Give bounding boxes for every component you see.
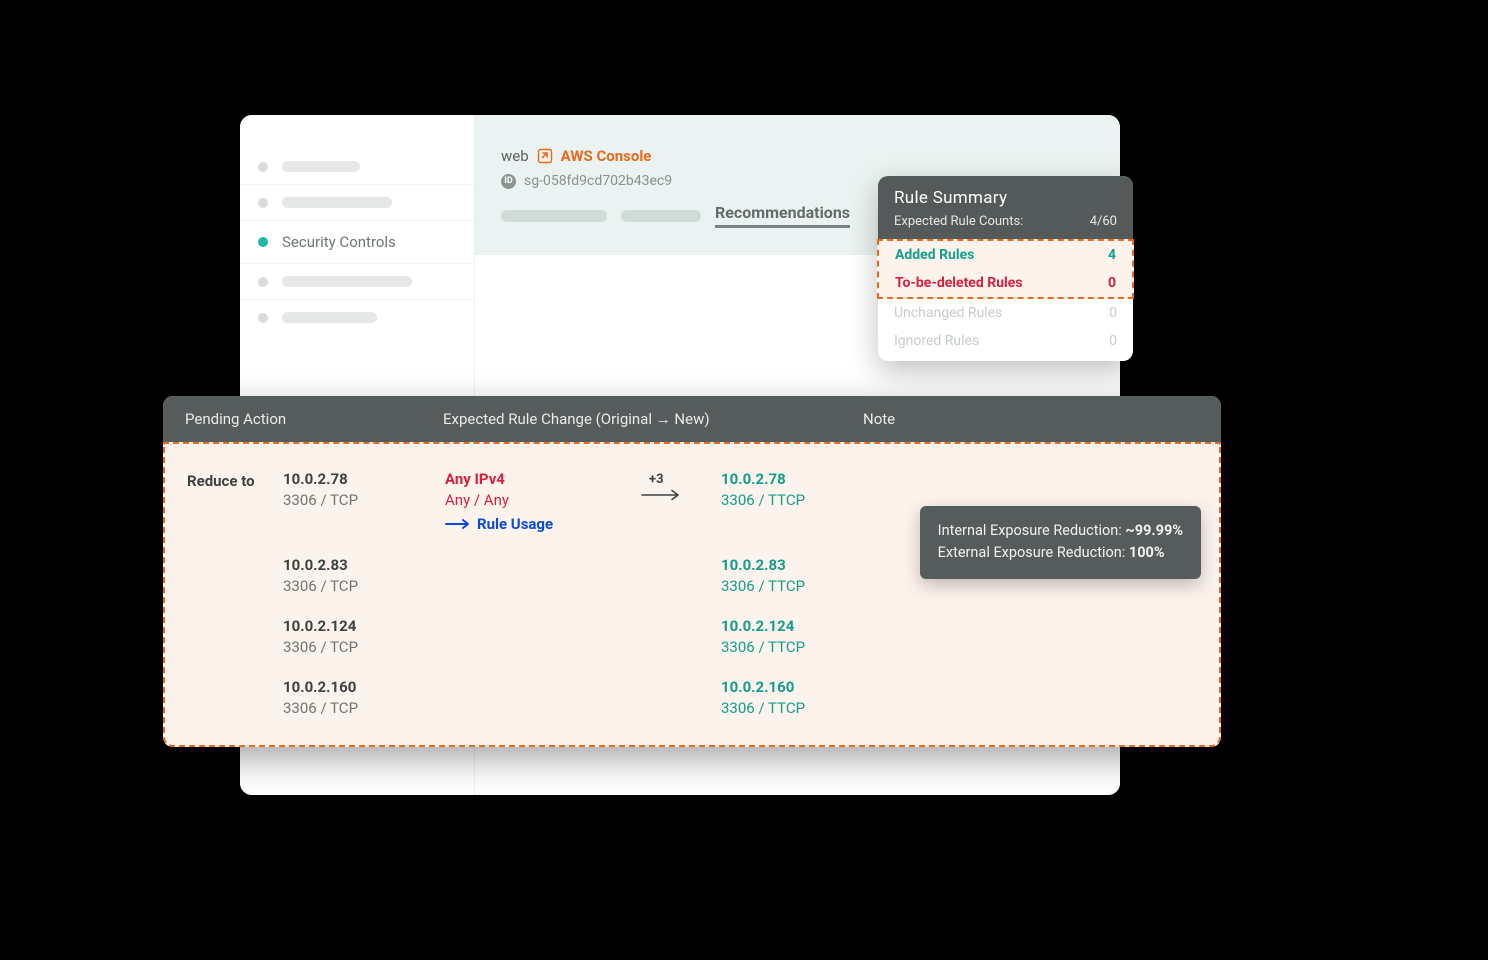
orig-proto: 3306 / TCP [283,577,445,595]
any-proto-label: Any / Any [445,491,641,509]
pending-action-panel: Pending Action Expected Rule Change (Ori… [163,396,1221,747]
placeholder-bar [282,276,412,287]
new-proto: 3306 / TTCP [721,577,881,595]
note-external-value: 100% [1129,544,1165,561]
unchanged-rules-row: Unchanged Rules 0 [878,299,1133,327]
sidebar-item[interactable] [240,149,474,185]
rule-row: 10.0.2.124 3306 / TCP 10.0.2.124 3306 / … [187,617,1197,656]
tab-placeholder[interactable] [501,210,607,222]
new-proto: 3306 / TTCP [721,638,881,656]
any-ipv4-label: Any IPv4 [445,470,641,488]
tab-placeholder[interactable] [621,210,701,222]
rule-summary-title: Rule Summary [894,188,1117,208]
plus-count-badge: +3 [649,472,721,487]
note-internal-value: ~99.99% [1125,522,1183,539]
sidebar-item-label: Security Controls [282,233,396,251]
dot-icon [258,313,268,323]
new-ip: 10.0.2.160 [721,678,881,696]
orig-proto: 3306 / TCP [283,491,445,509]
tab-recommendations[interactable]: Recommendations [715,203,850,228]
aws-console-link[interactable]: AWS Console [561,147,652,165]
note-external-label: External Exposure Reduction: [938,544,1129,561]
sidebar-item-security-controls[interactable]: Security Controls [240,221,474,264]
col-header-action: Pending Action [185,410,443,428]
dot-icon [258,237,268,247]
rule-summary-header: Rule Summary Expected Rule Counts: 4/60 [878,176,1133,239]
sidebar-item[interactable] [240,300,474,335]
dot-icon [258,162,268,172]
action-label: Reduce to [187,470,283,534]
col-header-change: Expected Rule Change (Original → New) [443,410,863,428]
expected-counts-value: 4/60 [1090,214,1117,229]
placeholder-bar [282,197,392,208]
highlighted-rules-box: Added Rules 4 To-be-deleted Rules 0 [877,239,1134,299]
rule-row: 10.0.2.160 3306 / TCP 10.0.2.160 3306 / … [187,678,1197,717]
dot-icon [258,198,268,208]
exposure-note: Internal Exposure Reduction: ~99.99% Ext… [920,506,1201,579]
external-link-icon [537,148,553,164]
id-chip-icon: ID [501,174,516,189]
arrow-right-icon [445,518,471,530]
new-proto: 3306 / TTCP [721,491,881,509]
placeholder-bar [282,312,377,323]
dot-icon [258,277,268,287]
placeholder-bar [282,161,360,172]
new-ip: 10.0.2.83 [721,556,881,574]
col-header-note: Note [863,410,895,428]
expected-counts-label: Expected Rule Counts: [894,214,1023,229]
rule-usage-link[interactable]: Rule Usage [445,515,553,533]
orig-ip: 10.0.2.78 [283,470,445,488]
arrow-right-icon [641,489,683,501]
orig-ip: 10.0.2.160 [283,678,445,696]
added-rules-row: Added Rules 4 [879,241,1132,269]
sidebar-item[interactable] [240,264,474,300]
rule-summary-card: Rule Summary Expected Rule Counts: 4/60 … [878,176,1133,361]
deleted-rules-row: To-be-deleted Rules 0 [879,269,1132,297]
orig-proto: 3306 / TCP [283,699,445,717]
new-ip: 10.0.2.124 [721,617,881,635]
orig-proto: 3306 / TCP [283,638,445,656]
resource-id: sg-058fd9cd702b43ec9 [524,173,672,189]
sidebar-item[interactable] [240,185,474,221]
orig-ip: 10.0.2.83 [283,556,445,574]
panel-header: Pending Action Expected Rule Change (Ori… [163,396,1221,442]
new-ip: 10.0.2.78 [721,470,881,488]
orig-ip: 10.0.2.124 [283,617,445,635]
note-internal-label: Internal Exposure Reduction: [938,522,1126,539]
ignored-rules-row: Ignored Rules 0 [878,327,1133,361]
panel-body: Reduce to 10.0.2.78 3306 / TCP Any IPv4 … [163,442,1221,747]
new-proto: 3306 / TTCP [721,699,881,717]
resource-name: web [501,147,529,165]
